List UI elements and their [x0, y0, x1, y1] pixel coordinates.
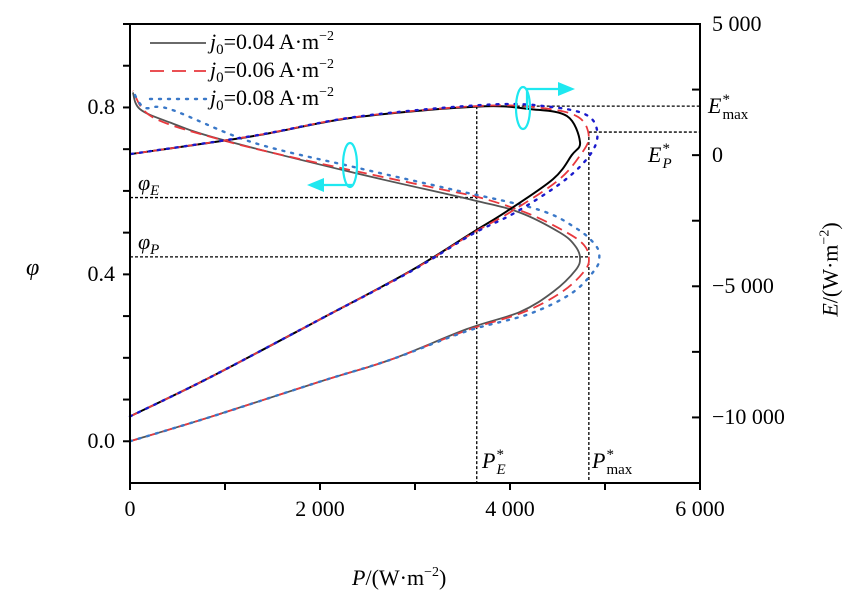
legend-text: =0.08 A·m: [223, 85, 320, 110]
legend-item: j0=0.06 A·m−2: [210, 58, 334, 86]
legend-text: =0.06 A·m: [223, 57, 320, 82]
e-max-star-label: E * max: [708, 92, 749, 123]
x-tick-label: 0: [124, 496, 136, 521]
legend-sub: 0: [216, 42, 224, 58]
plot-frame: [129, 23, 701, 484]
left-arrow-shaft: [322, 183, 353, 187]
y-axis-right-title: E/(W·m−2): [817, 222, 843, 317]
left-y-tick-label: 0.0: [87, 428, 116, 454]
legend-sub: 0: [216, 70, 224, 86]
legend-sup: −2: [319, 29, 335, 44]
x-axis-title: P/(W·m−2): [352, 565, 447, 590]
legend-var: j: [210, 57, 217, 82]
series-line-3: [128, 89, 601, 443]
ticks: [123, 23, 701, 490]
phi-e-label: φE: [138, 170, 160, 199]
legend-item: j0=0.04 A·m−2: [210, 30, 334, 58]
legend-sup: −2: [319, 57, 335, 72]
legend-swatches: [148, 42, 208, 101]
legend-var: j: [210, 29, 217, 54]
y-axis-left-title: φ: [26, 255, 40, 281]
p-e-star-label: P * E: [482, 447, 506, 478]
right-arrow-icon: [558, 82, 575, 96]
left-axis-ellipse-icon: [341, 141, 359, 189]
legend-sup: −2: [319, 85, 335, 100]
reference-lines: [130, 105, 700, 483]
series-line-2: [129, 90, 590, 443]
x-tick-label: 6 000: [675, 496, 725, 521]
right-y-tick-label: 5 000: [712, 11, 762, 36]
x-tick-label: 4 000: [485, 496, 535, 521]
x-tick-label: 2 000: [295, 496, 345, 521]
p-max-star-label: P * max: [592, 447, 633, 478]
left-y-tick-label: 0.8: [87, 94, 116, 120]
right-axis-ellipse-icon: [514, 85, 532, 131]
right-arrow-shaft: [525, 87, 560, 110]
phi-p-label: φP: [138, 229, 160, 258]
series-line-6: [128, 102, 599, 418]
left-arrow-icon: [307, 178, 324, 192]
e-p-star-label: E * P: [648, 141, 672, 172]
right-y-tick-label: 0: [712, 142, 723, 168]
curves: [128, 89, 601, 443]
series-line-5: [129, 104, 590, 418]
right-y-tick-label: −10 000: [712, 404, 785, 430]
legend-item: j0=0.08 A·m−2: [210, 86, 334, 114]
legend-sub: 0: [216, 98, 224, 114]
legend-var: j: [210, 85, 217, 110]
axis-indicator-arrows: [307, 82, 575, 192]
legend-text: =0.04 A·m: [223, 29, 320, 54]
right-y-tick-label: −5 000: [712, 273, 774, 299]
left-y-tick-label: 0.4: [87, 261, 116, 287]
